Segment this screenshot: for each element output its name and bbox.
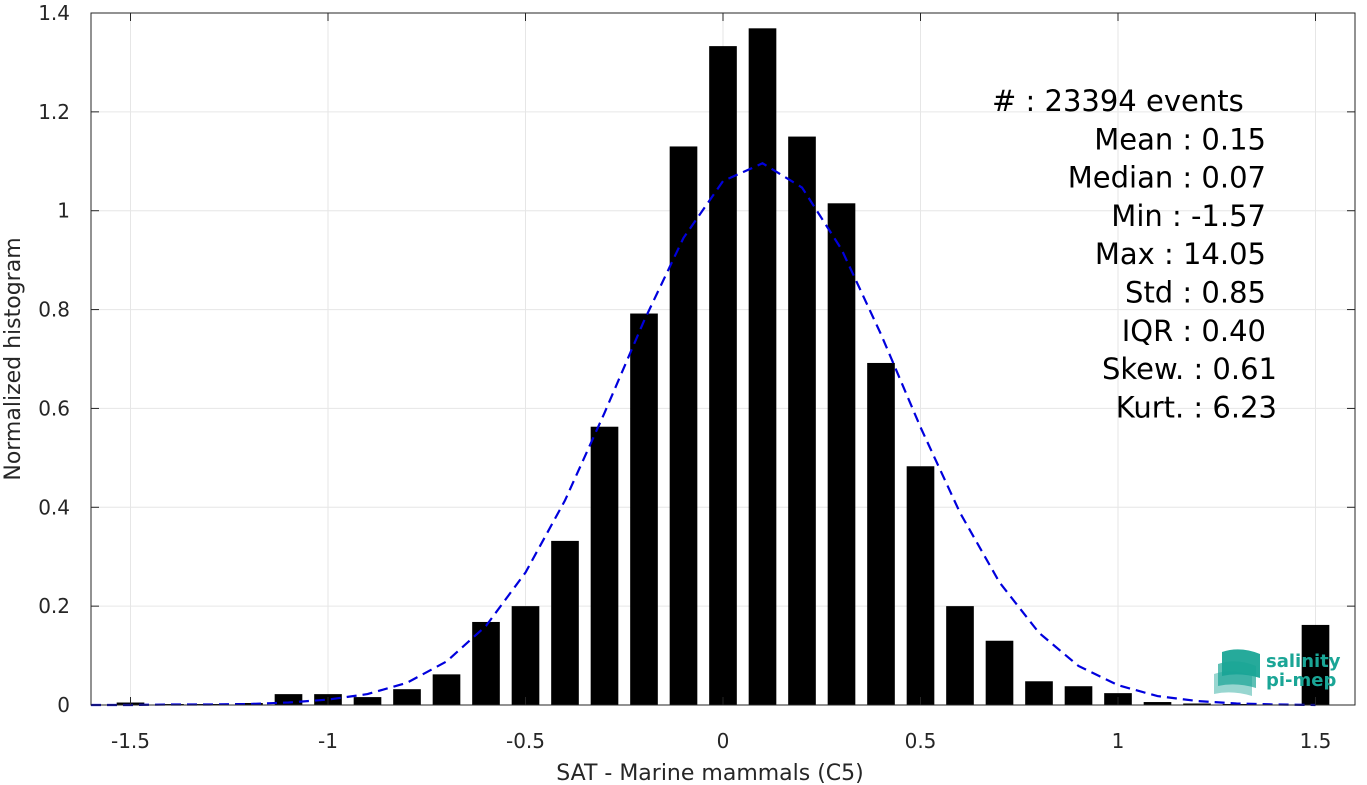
stat-line: Std : 0.85 (1125, 276, 1266, 310)
histogram-bar (432, 674, 461, 705)
stat-line: IQR : 0.40 (1122, 314, 1266, 348)
histogram-bar (788, 136, 816, 706)
stat-line: Kurt. : 6.23 (1116, 390, 1277, 424)
histogram-bar (353, 697, 382, 705)
histogram-bar (551, 540, 579, 705)
stat-line: Median : 0.07 (1068, 161, 1266, 195)
x-axis-label: SAT - Marine mammals (C5) (556, 761, 864, 785)
logo-wave-2 (1218, 661, 1256, 688)
y-tick-label: 0.6 (38, 396, 70, 420)
histogram-bar (274, 694, 303, 705)
y-tick-label: 0.8 (38, 298, 70, 322)
histogram-bar (946, 606, 974, 705)
x-tick-label: 1 (1112, 729, 1125, 753)
y-axis-label: Normalized histogram (1, 237, 26, 480)
histogram-bar (1301, 624, 1330, 705)
histogram-bar (630, 313, 658, 705)
stat-line: # : 23394 events (992, 84, 1244, 118)
y-tick-label: 0 (57, 693, 70, 717)
x-tick-labels: -1.5 -1 -0.5 0 0.5 1 1.5 (111, 729, 1331, 753)
histogram-bar (590, 426, 619, 705)
y-tick-labels: 0 0.2 0.4 0.6 0.8 1 1.2 1.4 (38, 1, 70, 717)
stat-line: Mean : 0.15 (1094, 122, 1266, 156)
y-tick-label: 1 (57, 199, 70, 223)
x-tick-label: -0.5 (506, 729, 545, 753)
y-tick-label: 1.4 (38, 1, 70, 25)
histogram-bar (827, 203, 856, 706)
x-tick-label: 1.5 (1300, 729, 1332, 753)
y-tick-label: 1.2 (38, 100, 70, 124)
histogram-bar (669, 146, 698, 705)
stat-line: Min : -1.57 (1111, 199, 1266, 233)
logo-line-1: salinity (1266, 651, 1341, 672)
x-tick-label: -1 (318, 729, 338, 753)
histogram-bars (116, 28, 1330, 706)
histogram-bar (1025, 681, 1053, 705)
salinity-pimep-logo: salinity pi-mep (1214, 649, 1341, 696)
x-tick-label: 0.5 (905, 729, 937, 753)
y-tick-label: 0.2 (38, 594, 70, 618)
histogram-bar (1183, 703, 1211, 705)
wave-logo-icon (1214, 649, 1260, 696)
histogram-bar (1064, 686, 1093, 705)
histogram-bar (906, 466, 935, 705)
plot-axes (90, 12, 1356, 706)
histogram-bar (1143, 702, 1172, 705)
x-tick-label: -1.5 (111, 729, 150, 753)
histogram-bar (985, 640, 1014, 705)
histogram-bar (748, 28, 777, 705)
histogram-bar (511, 606, 540, 705)
histogram-bar (393, 689, 421, 705)
logo-line-2: pi-mep (1266, 670, 1336, 691)
gaussian-fit-line (91, 162, 1316, 707)
statistics-box: # : 23394 events Mean : 0.15 Median : 0.07… (992, 84, 1277, 424)
histogram-bar (867, 362, 895, 705)
histogram-bar (709, 46, 737, 706)
stat-line: Skew. : 0.61 (1102, 352, 1277, 386)
x-tick-label: 0 (717, 729, 730, 753)
logo-wave-3 (1214, 671, 1252, 696)
fit-curve (91, 162, 1316, 707)
stat-line: Max : 14.05 (1095, 237, 1266, 271)
y-tick-label: 0.4 (38, 495, 70, 519)
histogram-bar (235, 703, 263, 705)
histogram-bar (472, 621, 500, 705)
